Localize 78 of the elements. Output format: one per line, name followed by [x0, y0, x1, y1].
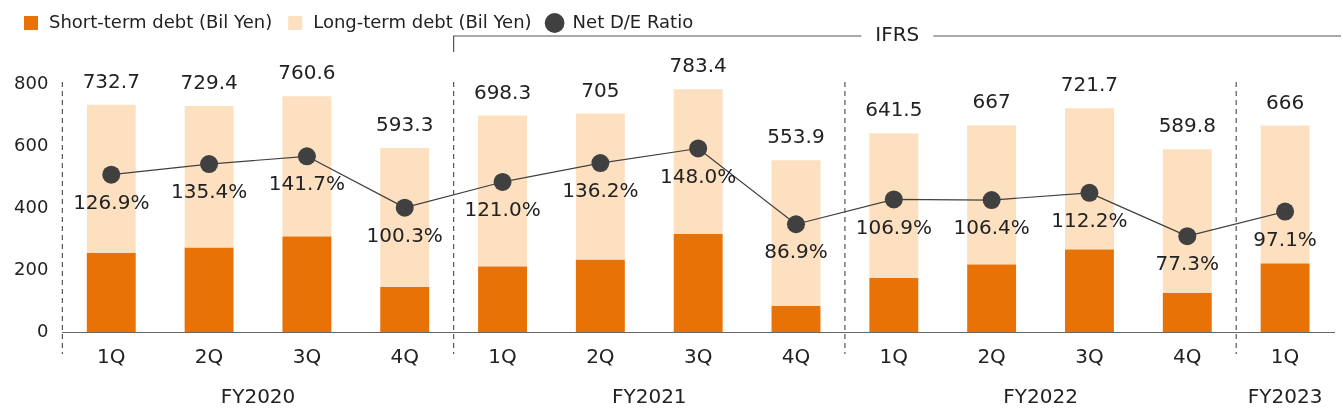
text: FY2022	[1003, 384, 1078, 409]
total-label: 760.6	[278, 60, 336, 85]
bar	[673, 234, 723, 332]
total-label: 732.7	[82, 69, 140, 94]
bar	[1065, 249, 1114, 332]
x-tick-label: 1Q	[1270, 344, 1300, 369]
y-tick-label: 600	[14, 133, 49, 155]
text: FY2020	[220, 384, 296, 409]
bar	[86, 252, 136, 332]
total-label: 589.8	[1158, 113, 1216, 138]
y-tick-label: 800	[14, 71, 49, 93]
total-label: 666	[1266, 89, 1305, 114]
total-label: 641.5	[865, 97, 923, 122]
text: FY2023	[1247, 384, 1323, 409]
bar	[282, 236, 332, 332]
bar	[575, 259, 625, 332]
point	[1178, 227, 1197, 246]
legend-label: Net D/E Ratio	[572, 10, 694, 32]
total-label: 593.3	[376, 112, 434, 137]
data-label: 135.4%	[170, 179, 248, 204]
bar	[869, 278, 919, 332]
y-tick-label: 400	[14, 195, 49, 217]
y-tick-label: 0	[36, 319, 49, 341]
point	[1276, 202, 1295, 221]
total-label: 705	[581, 77, 620, 102]
text: IFRS	[875, 22, 920, 47]
x-tick-label: 3Q	[292, 344, 322, 369]
bar	[771, 305, 821, 332]
text: FY2021	[611, 384, 687, 409]
bar	[967, 264, 1017, 332]
point	[689, 139, 708, 158]
x-tick-label: 3Q	[683, 344, 713, 369]
total-label: 729.4	[180, 70, 238, 95]
point	[982, 191, 1001, 210]
bar	[1260, 263, 1310, 332]
point	[297, 147, 316, 166]
x-tick-label: 1Q	[488, 344, 517, 369]
legend-label: Short-term debt (Bil Yen)	[49, 10, 273, 32]
x-tick-label: 4Q	[390, 344, 419, 369]
x-tick-label: 2Q	[586, 344, 615, 369]
point	[395, 198, 414, 217]
data-label: 86.9%	[764, 239, 828, 264]
bar	[1162, 292, 1212, 332]
data-label: 126.9%	[73, 189, 150, 214]
x-tick-label: 1Q	[97, 344, 126, 369]
data-label: 136.2%	[562, 178, 639, 203]
x-tick-label: 4Q	[1173, 344, 1202, 369]
point	[493, 172, 512, 191]
x-tick-label: 2Q	[194, 344, 224, 369]
bar	[478, 266, 527, 332]
data-label: 106.9%	[855, 214, 932, 239]
data-label: 141.7%	[268, 171, 346, 196]
total-label: 783.4	[669, 53, 727, 78]
data-label: 100.3%	[366, 222, 443, 247]
total-label: 698.3	[473, 79, 532, 104]
data-label: 77.3%	[1155, 251, 1220, 276]
data-label: 121.0%	[464, 197, 541, 222]
point	[884, 190, 903, 209]
x-tick-label: 3Q	[1075, 344, 1104, 369]
x-tick-label: 1Q	[879, 344, 909, 369]
point	[200, 155, 219, 174]
total-label: 667	[972, 89, 1011, 114]
data-label: 106.4%	[953, 215, 1030, 240]
point	[591, 154, 610, 173]
data-label: 97.1%	[1253, 226, 1317, 251]
bar	[184, 247, 234, 332]
data-label: 148.0%	[660, 163, 737, 188]
total-label: 721.7	[1060, 72, 1119, 97]
x-tick-label: 2Q	[977, 344, 1006, 369]
total-label: 553.9	[767, 124, 825, 149]
bar	[380, 287, 430, 332]
point	[102, 165, 121, 184]
point	[787, 215, 805, 234]
x-tick-label: 4Q	[781, 344, 811, 369]
y-tick-label: 200	[14, 257, 49, 279]
data-label: 112.2%	[1051, 208, 1128, 233]
legend-label: Long-term debt (Bil Yen)	[313, 10, 532, 32]
point	[1080, 183, 1099, 202]
